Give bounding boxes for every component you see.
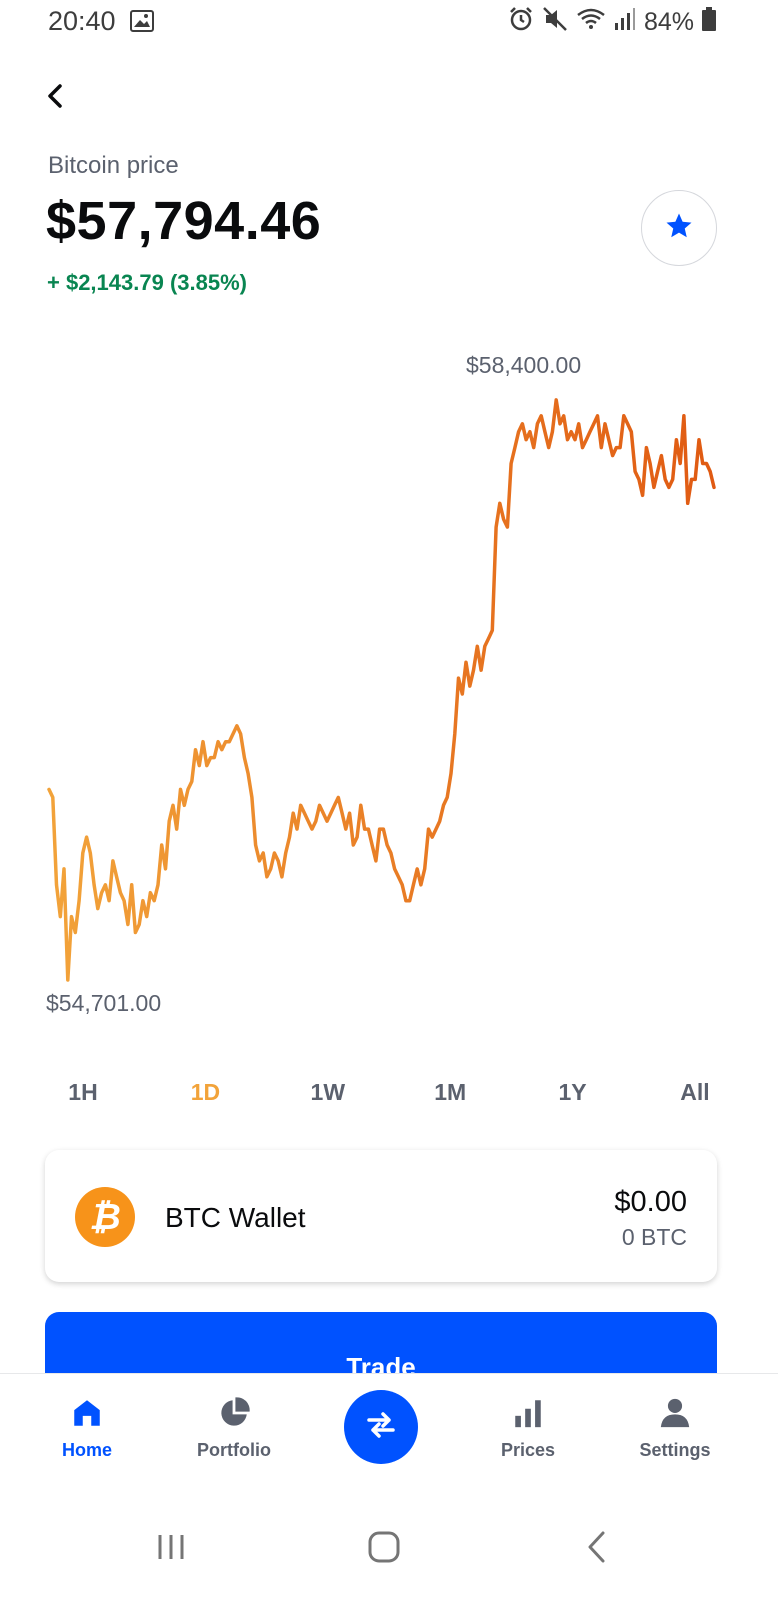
timeframe-tab-1d[interactable]: 1D [190, 1079, 221, 1105]
star-icon [664, 211, 694, 246]
chart-low-label: $54,701.00 [46, 990, 162, 1016]
price-change: + $2,143.79 (3.85%) [47, 270, 247, 295]
chart-high-label: $58,400.00 [466, 352, 582, 378]
image-icon [130, 10, 154, 37]
wifi-icon [576, 7, 606, 38]
wallet-name: BTC Wallet [165, 1202, 306, 1233]
swap-button[interactable] [344, 1390, 418, 1464]
home-icon [70, 1396, 104, 1435]
timeframe-tab-all[interactable]: All [680, 1079, 710, 1105]
wallet-usd-balance: $0.00 [614, 1186, 687, 1218]
battery-percent: 84% [643, 8, 694, 36]
current-price: $57,794.46 [46, 191, 322, 251]
nav-settings[interactable]: Settings [605, 1374, 745, 1501]
timeframe-tab-1m[interactable]: 1M [434, 1079, 467, 1105]
signal-icon [614, 7, 636, 38]
timeframe-tab-1h[interactable]: 1H [68, 1079, 98, 1105]
pie-chart-icon [217, 1396, 251, 1435]
battery-icon [702, 7, 716, 38]
mute-icon [542, 6, 568, 39]
status-time: 20:40 [48, 6, 116, 36]
nav-portfolio[interactable]: Portfolio [164, 1374, 304, 1501]
nav-home-label: Home [61, 1440, 112, 1460]
back-icon[interactable] [572, 1522, 622, 1572]
chevron-left-icon [38, 84, 74, 118]
nav-prices-label: Prices [500, 1440, 556, 1460]
home-circle-icon[interactable] [359, 1522, 409, 1572]
price-line [47, 398, 716, 982]
btc-wallet-card[interactable]: ₿ BTC Wallet $0.00 0 BTC [45, 1150, 717, 1282]
recents-icon[interactable] [146, 1522, 196, 1572]
asset-price-label: Bitcoin price [48, 152, 179, 179]
price-chart[interactable] [0, 340, 778, 1040]
timeframe-tabs: 1H 1D 1W 1M 1Y All [28, 1072, 750, 1112]
nav-home[interactable]: Home [17, 1374, 157, 1501]
back-button[interactable] [38, 78, 74, 114]
alarm-icon [508, 6, 534, 39]
system-nav-bar [0, 1500, 778, 1600]
timeframe-tab-1w[interactable]: 1W [310, 1079, 346, 1105]
favorite-button[interactable] [641, 190, 717, 266]
wallet-btc-balance: 0 BTC [621, 1224, 687, 1250]
bar-chart-icon [511, 1396, 545, 1435]
bitcoin-icon: ₿ [75, 1187, 135, 1247]
timeframe-tab-1y[interactable]: 1Y [558, 1079, 587, 1105]
person-icon [658, 1396, 692, 1435]
status-right: 84% [508, 6, 716, 39]
nav-prices[interactable]: Prices [458, 1374, 598, 1501]
nav-portfolio-label: Portfolio [197, 1440, 271, 1460]
nav-settings-label: Settings [639, 1440, 711, 1460]
swap-arrows-icon [363, 1407, 399, 1448]
